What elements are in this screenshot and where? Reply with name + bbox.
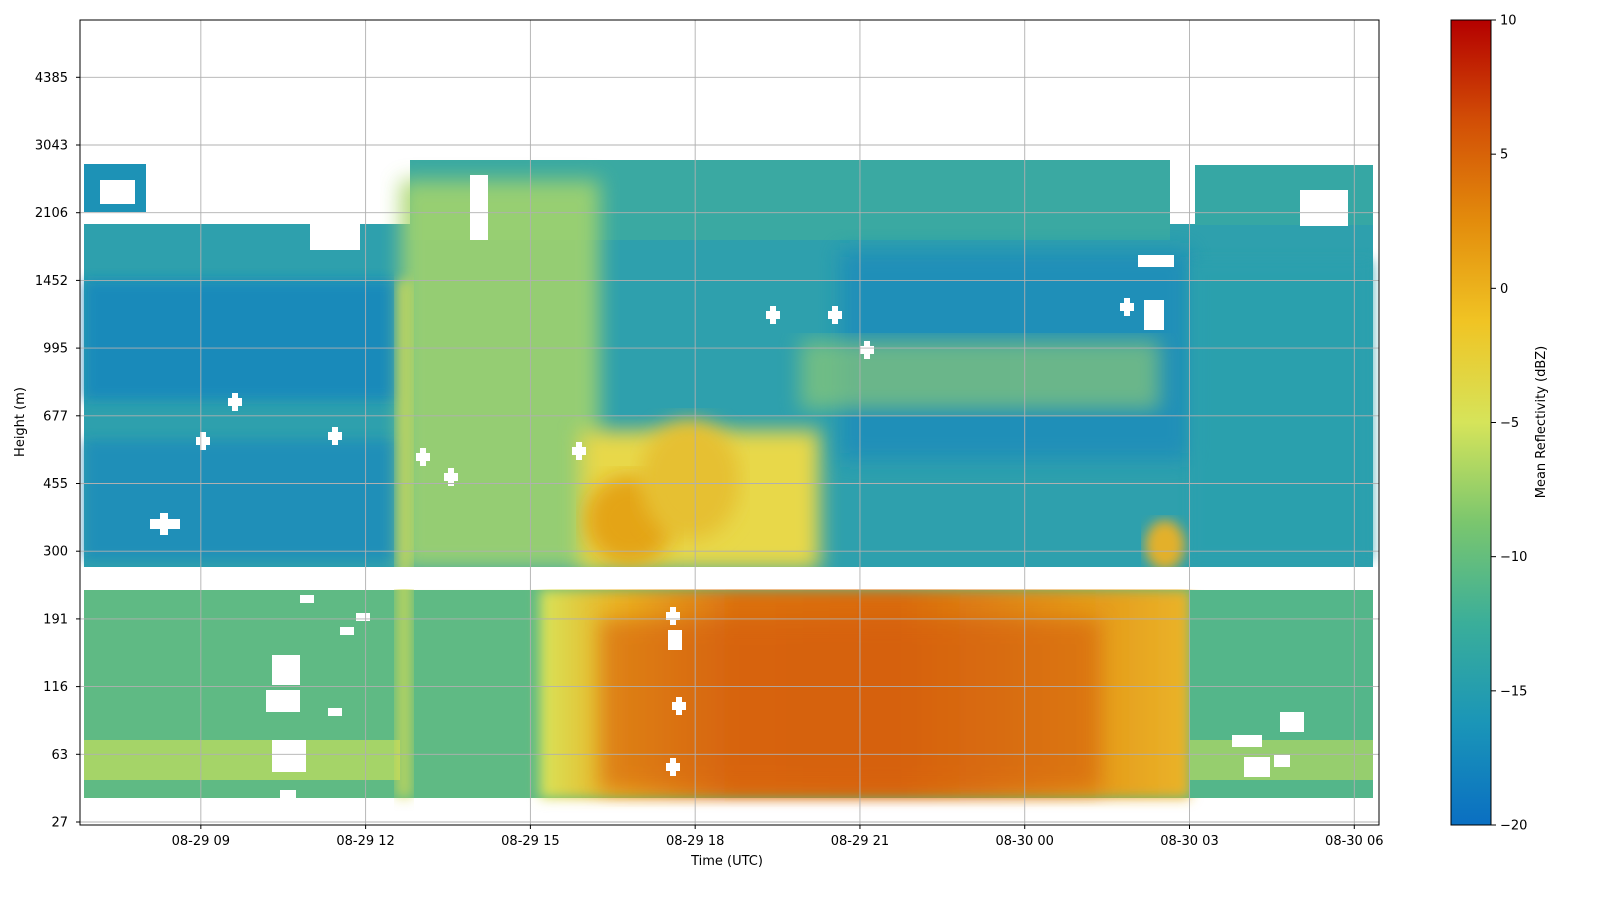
x-tick-label: 08-30 00 <box>996 834 1054 849</box>
data-gap <box>80 567 1379 589</box>
x-tick-label: 08-30 03 <box>1160 834 1218 849</box>
green-band-right <box>1190 260 1373 560</box>
y-tick-label: 677 <box>43 409 68 424</box>
y-tick-label: 63 <box>51 748 68 763</box>
yellow-band-mid <box>800 340 1160 410</box>
x-tick-label: 08-29 09 <box>172 834 230 849</box>
y-tick-label: 27 <box>51 816 68 831</box>
y-tick-label: 116 <box>43 680 68 695</box>
y-tick-label: 1452 <box>35 274 68 289</box>
colorbar-tick-label: 10 <box>1500 14 1517 29</box>
x-tick-label: 08-30 06 <box>1325 834 1383 849</box>
lower-layer-left-yellow <box>84 740 400 780</box>
colorbar-tick-label: 0 <box>1500 282 1508 297</box>
y-axis-label: Height (m) <box>13 387 28 457</box>
y-axis-ticks: 27 63 116 191 300 455 677 995 1452 2106 3043 4385 <box>35 71 80 831</box>
colorbar-tick-label: −5 <box>1500 416 1519 431</box>
x-axis-label: Time (UTC) <box>690 854 763 869</box>
colorbar-tick-label: 5 <box>1500 148 1508 163</box>
warm-blob-mid <box>640 420 740 540</box>
colorbar-ticks: 10 5 0 −5 −10 −15 −20 <box>1491 14 1527 834</box>
x-tick-label: 08-29 15 <box>501 834 559 849</box>
heatmap-layer <box>80 160 1379 800</box>
yellow-plume-center <box>400 180 600 570</box>
missing-data-specks <box>100 175 1348 800</box>
warm-blob-right <box>1145 520 1185 570</box>
colorbar-tick-label: −15 <box>1500 684 1527 699</box>
y-tick-label: 300 <box>43 545 68 560</box>
y-tick-label: 3043 <box>35 139 68 154</box>
grid-lines <box>80 20 1379 825</box>
x-tick-label: 08-29 18 <box>666 834 724 849</box>
x-tick-label: 08-29 12 <box>336 834 394 849</box>
y-tick-label: 455 <box>43 477 68 492</box>
y-tick-label: 191 <box>43 612 68 627</box>
blue-band-left <box>84 280 400 400</box>
y-tick-label: 995 <box>43 342 68 357</box>
vertical-yellow-stripe <box>396 280 412 798</box>
colorbar-label: Mean Reflectivity (dBZ) <box>1534 346 1549 499</box>
y-tick-label: 2106 <box>35 206 68 221</box>
colorbar <box>1450 19 1492 826</box>
colorbar-tick-label: −20 <box>1500 819 1527 834</box>
y-tick-label: 4385 <box>35 71 68 86</box>
x-axis-ticks: 08-29 09 08-29 12 08-29 15 08-29 18 08-29 21… <box>172 825 1384 849</box>
plot-frame <box>79 19 1380 826</box>
x-tick-label: 08-29 21 <box>831 834 889 849</box>
blue-band-left-low <box>84 440 400 560</box>
colorbar-tick-label: −10 <box>1500 550 1527 565</box>
